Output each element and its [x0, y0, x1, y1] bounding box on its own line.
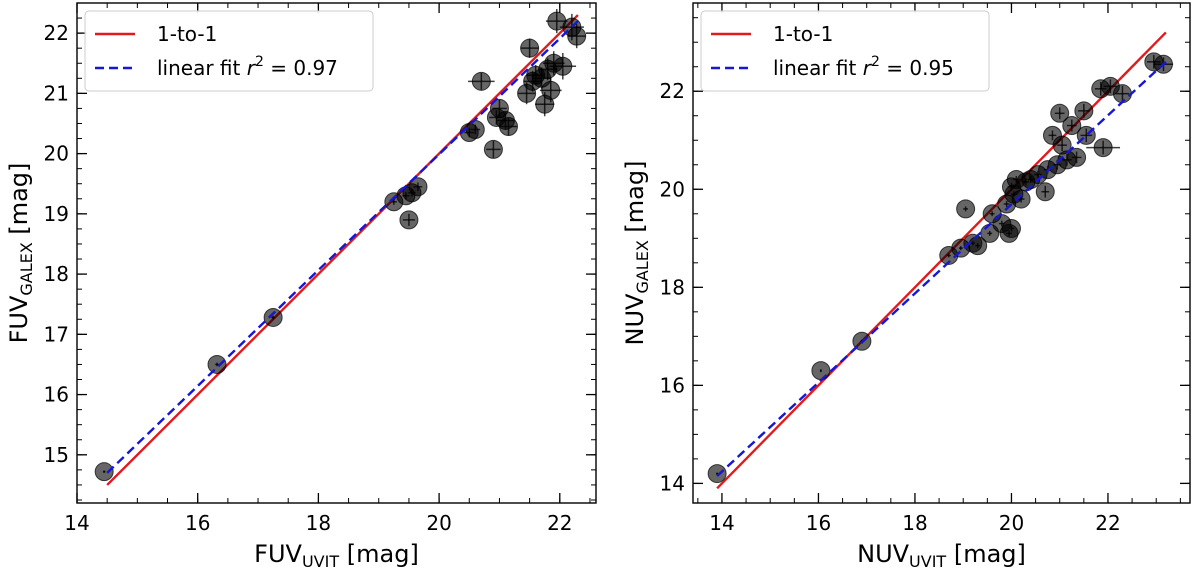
nuv-data-area [707, 31, 1174, 490]
nuv-data-point [1050, 103, 1070, 123]
fuv-y-tick-label: 19 [44, 202, 69, 226]
fuv-y-tick-label: 17 [44, 322, 69, 346]
legend-one-to-one-label: 1-to-1 [157, 22, 217, 46]
fuv-one-to-one-line [106, 14, 579, 486]
fuv-data-point [520, 38, 540, 58]
nuv-y-tick-label: 14 [660, 471, 685, 495]
fuv-y-tick-label: 22 [44, 21, 69, 45]
fuv-data-point [399, 210, 419, 230]
legend-one-to-one-label: 1-to-1 [773, 22, 833, 46]
nuv-data-point [707, 464, 727, 484]
fuv-legend: 1-to-1 linear fit r2 = 0.97 [84, 10, 374, 92]
nuv-y-tick-label: 20 [660, 177, 685, 201]
fuv-x-tick-label: 14 [64, 511, 89, 535]
fuv-data-point [468, 71, 495, 91]
fuv-data-point [465, 120, 485, 140]
nuv-x-tick-label: 20 [999, 511, 1024, 535]
nuv-x-tick-label: 16 [806, 511, 831, 535]
nuv-legend: 1-to-1 linear fit r2 = 0.95 [700, 10, 990, 92]
fuv-y-tick-label: 18 [44, 262, 69, 286]
fuv-data-point [207, 354, 227, 374]
nuv-data-point [1074, 101, 1094, 121]
fuv-data-point [567, 24, 587, 49]
fuv-data-point [498, 116, 518, 136]
nuv-panel: 14 16 18 20 22 14 16 18 20 22 NUVUVIT [mag] NUVGALE… [621, 2, 1191, 570]
legend-box [84, 10, 374, 92]
nuv-data-point [1011, 189, 1031, 209]
fuv-data-area [94, 9, 587, 486]
legend-linear-fit-label: linear fit r2 = 0.95 [773, 54, 954, 80]
fuv-data-point [408, 177, 428, 197]
nuv-data-point [1062, 116, 1082, 136]
nuv-y-axis-label: NUVGALEX [mag] [621, 161, 652, 346]
nuv-data-point [1035, 182, 1055, 202]
nuv-y-tick-label: 16 [660, 373, 685, 397]
nuv-x-tick-label: 22 [1095, 511, 1120, 535]
nuv-y-tick-label: 22 [660, 79, 685, 103]
fuv-x-tick-label: 18 [306, 511, 331, 535]
legend-linear-fit-label: linear fit r2 = 0.97 [157, 54, 338, 80]
nuv-data-point [1001, 218, 1021, 238]
fuv-y-tick-label: 21 [44, 81, 69, 105]
nuv-x-tick-label: 14 [709, 511, 734, 535]
fuv-x-tick-label: 16 [185, 511, 210, 535]
fuv-linear-fit-line [106, 20, 579, 474]
fuv-x-tick-label: 22 [547, 511, 572, 535]
nuv-x-axis-label: NUVUVIT [mag] [857, 540, 1026, 570]
fuv-data-point [263, 307, 283, 327]
fuv-x-axis-label: FUVUVIT [mag] [254, 540, 419, 570]
fuv-data-point [549, 53, 577, 80]
fuv-y-tick-label: 20 [44, 142, 69, 166]
fuv-data-point [539, 78, 562, 103]
fuv-x-tick-label: 20 [426, 511, 451, 535]
nuv-data-point [956, 199, 976, 219]
fuv-y-tick-label: 15 [44, 443, 69, 467]
nuv-y-tick-label: 18 [660, 275, 685, 299]
nuv-data-point [1086, 138, 1121, 158]
fuv-y-tick-label: 16 [44, 383, 69, 407]
fuv-panel: 14 16 18 20 22 15 16 17 18 19 20 21 22 FUVUVIT [mag] F… [5, 2, 597, 570]
nuv-data-point [811, 361, 831, 381]
fuv-data-point [94, 462, 114, 482]
nuv-data-point [1112, 84, 1132, 104]
fuv-data-point [545, 9, 568, 34]
legend-box [700, 10, 990, 92]
fuv-y-axis-label: FUVGALEX [mag] [5, 163, 36, 344]
nuv-linear-fit-line [716, 60, 1167, 477]
nuv-data-point [1067, 147, 1087, 167]
nuv-x-tick-label: 18 [902, 511, 927, 535]
fuv-data-point [483, 139, 503, 159]
